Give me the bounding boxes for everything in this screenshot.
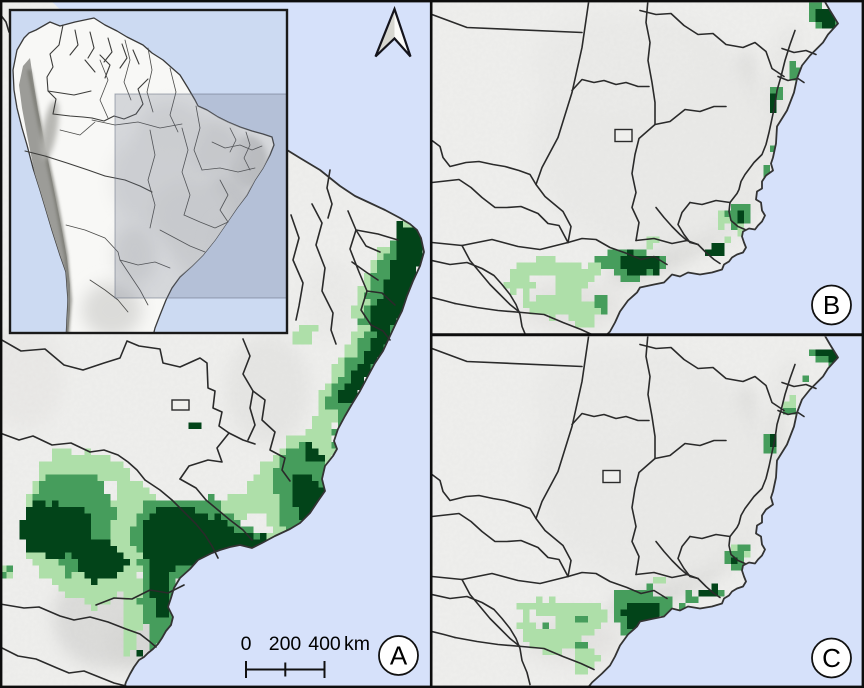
svg-text:C: C: [822, 643, 841, 673]
svg-text:0: 0: [241, 633, 252, 655]
svg-text:km: km: [344, 633, 370, 655]
svg-text:200: 200: [269, 633, 302, 655]
svg-text:B: B: [823, 290, 840, 320]
svg-text:A: A: [390, 641, 408, 671]
svg-text:400: 400: [308, 633, 341, 655]
